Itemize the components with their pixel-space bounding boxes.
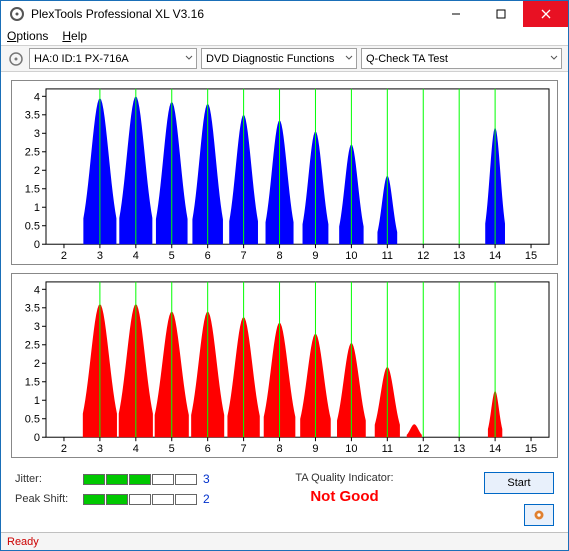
toolbar: HA:0 ID:1 PX-716A DVD Diagnostic Functio… [1,46,568,72]
meter-segment [129,474,151,485]
svg-text:1.5: 1.5 [25,377,40,389]
menu-options[interactable]: Options [7,29,48,43]
svg-text:12: 12 [417,444,429,456]
meter-segment [83,494,105,505]
svg-text:0: 0 [34,433,40,445]
close-button[interactable] [523,1,568,27]
svg-text:5: 5 [169,444,175,456]
svg-text:14: 14 [489,251,501,263]
svg-text:10: 10 [345,251,357,263]
svg-text:14: 14 [489,444,501,456]
svg-text:2.5: 2.5 [25,340,40,352]
svg-text:3: 3 [97,444,103,456]
quality-meters: Jitter: 3 Peak Shift: 2 [15,472,215,512]
start-button[interactable]: Start [484,472,554,494]
meter-segment [152,474,174,485]
svg-text:0.5: 0.5 [25,414,40,426]
svg-text:2: 2 [34,166,40,178]
quality-indicator: TA Quality Indicator: Not Good [223,472,466,505]
svg-text:3.5: 3.5 [25,110,40,122]
chart-bottom: 0 0.5 1 1.5 2 2.5 3 3.5 4 2 3 4 5 6 7 8 9 10 11 12 13 14 15 [11,273,558,458]
meter-segment [152,494,174,505]
menubar: Options Help [1,27,568,46]
minimize-button[interactable] [433,1,478,27]
chart-top: 0 0.5 1 1.5 2 2.5 3 3.5 4 2 3 4 5 6 7 8 9 10 11 12 13 14 15 [11,80,558,265]
svg-text:6: 6 [205,444,211,456]
peakshift-label: Peak Shift: [15,493,83,505]
menu-help[interactable]: Help [62,29,87,43]
content-area: 00.511.522.533.5423456789101112131415 00… [1,72,568,532]
svg-text:9: 9 [312,251,318,263]
svg-text:8: 8 [276,444,282,456]
meter-segment [175,474,197,485]
svg-text:0.5: 0.5 [25,221,40,233]
titlebar: PlexTools Professional XL V3.16 [1,1,568,27]
meter-segment [129,494,151,505]
drive-icon [7,50,25,68]
svg-text:1.5: 1.5 [25,184,40,196]
svg-text:1: 1 [34,203,40,215]
svg-text:10: 10 [345,444,357,456]
svg-text:3: 3 [34,129,40,141]
svg-text:7: 7 [241,251,247,263]
svg-text:13: 13 [453,251,465,263]
indicator-value: Not Good [223,488,466,505]
svg-text:4: 4 [34,92,40,104]
window-title: PlexTools Professional XL V3.16 [31,7,433,21]
drive-select-value: HA:0 ID:1 PX-716A [34,53,129,65]
svg-text:5: 5 [169,251,175,263]
svg-text:8: 8 [276,251,282,263]
chevron-down-icon [345,53,353,65]
peakshift-bar [83,494,197,505]
test-select-value: Q-Check TA Test [366,53,448,65]
chevron-down-icon [550,53,558,65]
svg-text:11: 11 [382,251,393,263]
statusbar: Ready [1,532,568,550]
gear-icon [532,508,546,522]
status-text: Ready [7,536,39,548]
svg-text:4: 4 [133,251,139,263]
svg-text:12: 12 [417,251,429,263]
settings-button[interactable] [524,504,554,526]
app-icon [9,6,25,22]
maximize-button[interactable] [478,1,523,27]
svg-text:4: 4 [34,285,40,297]
svg-text:4: 4 [133,444,139,456]
window-controls [433,1,568,27]
svg-text:15: 15 [525,251,537,263]
svg-text:6: 6 [205,251,211,263]
app-window: PlexTools Professional XL V3.16 Options … [0,0,569,551]
svg-text:3.5: 3.5 [25,303,40,315]
jitter-bar [83,474,197,485]
drive-select[interactable]: HA:0 ID:1 PX-716A [29,48,197,69]
peakshift-value: 2 [203,492,210,506]
svg-text:2: 2 [61,251,67,263]
svg-text:7: 7 [241,444,247,456]
category-select[interactable]: DVD Diagnostic Functions [201,48,357,69]
test-select[interactable]: Q-Check TA Test [361,48,562,69]
svg-text:0: 0 [34,240,40,252]
button-column: Start [474,472,554,526]
svg-text:9: 9 [312,444,318,456]
jitter-label: Jitter: [15,473,83,485]
svg-text:3: 3 [97,251,103,263]
svg-text:13: 13 [453,444,465,456]
svg-text:2.5: 2.5 [25,147,40,159]
jitter-value: 3 [203,472,210,486]
meter-segment [106,494,128,505]
svg-text:2: 2 [61,444,67,456]
indicator-label: TA Quality Indicator: [223,472,466,484]
meter-segment [175,494,197,505]
svg-text:1: 1 [34,396,40,408]
meter-segment [106,474,128,485]
chevron-down-icon [185,53,193,65]
bottom-panel: Jitter: 3 Peak Shift: 2 TA Quality Indic… [11,466,558,528]
meter-segment [83,474,105,485]
svg-text:11: 11 [382,444,393,456]
svg-text:3: 3 [34,322,40,334]
svg-text:2: 2 [34,359,40,371]
svg-text:15: 15 [525,444,537,456]
category-select-value: DVD Diagnostic Functions [206,53,334,65]
